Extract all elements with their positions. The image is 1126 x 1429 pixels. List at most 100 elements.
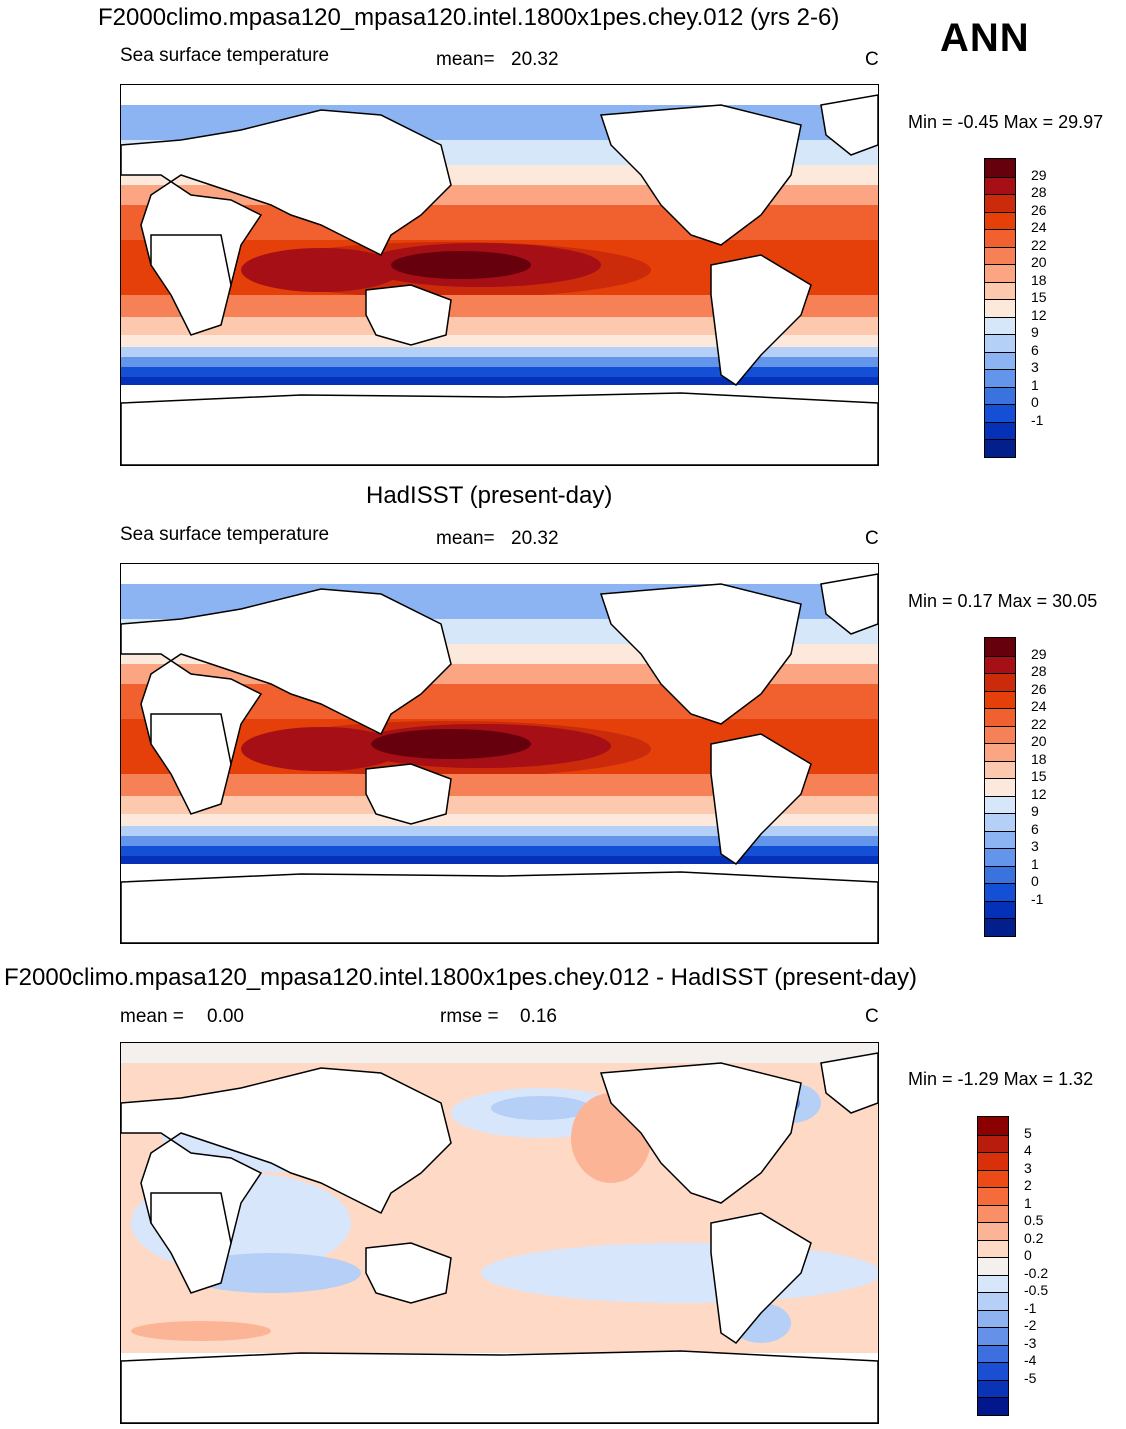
colorbar-segment <box>985 830 1015 849</box>
units-label: C <box>865 49 879 70</box>
difference-map <box>120 1042 879 1424</box>
colorbar-segment <box>978 1187 1008 1205</box>
sst-map <box>120 563 879 944</box>
variable-label: Sea surface temperature <box>120 524 330 545</box>
colorbar-segment <box>985 743 1015 761</box>
colorbar-tick-label: 6 <box>1031 820 1039 837</box>
panel-title: F2000climo.mpasa120_mpasa120.intel.1800x… <box>4 964 917 991</box>
colorbar-tick-label: 1 <box>1031 855 1039 872</box>
colorbar-segment <box>978 1204 1008 1223</box>
colorbar-tick-label: 20 <box>1031 733 1047 750</box>
max-label: Max = <box>997 591 1048 611</box>
colorbar-segment <box>985 848 1015 866</box>
colorbar-tick-label: 15 <box>1031 768 1047 785</box>
colorbar-segment <box>978 1379 1008 1398</box>
sst-map <box>120 84 879 466</box>
colorbar-tick-label: 28 <box>1031 663 1047 680</box>
colorbar-tick-label: 3 <box>1031 838 1039 855</box>
colorbar-segment <box>985 421 1015 440</box>
colorbar-segment <box>978 1169 1008 1188</box>
colorbar-tick-label: 28 <box>1031 184 1047 201</box>
colorbar-tick-label: 0.2 <box>1024 1229 1044 1246</box>
colorbar-segment <box>985 918 1015 936</box>
colorbar-segment <box>985 439 1015 457</box>
colorbar-tick-label: 2 <box>1024 1177 1032 1194</box>
colorbar-segment <box>985 194 1015 212</box>
colorbar <box>984 637 1016 937</box>
colorbar-segment <box>985 229 1015 247</box>
colorbar-segment <box>985 865 1015 884</box>
mean-label: mean= <box>436 49 495 70</box>
colorbar-segment <box>985 760 1015 779</box>
colorbar-tick-label: 24 <box>1031 698 1047 715</box>
colorbar-tick-label: 26 <box>1031 201 1047 218</box>
colorbar-tick-label: 4 <box>1024 1142 1032 1159</box>
colorbar-segment <box>985 778 1015 796</box>
colorbar-tick-label: 9 <box>1031 324 1039 341</box>
colorbar-tick-label: -1 <box>1031 411 1044 428</box>
colorbar-segment <box>985 708 1015 726</box>
minmax-readout: Min = 0.17 Max = 30.05 <box>908 591 1097 612</box>
colorbar-tick-label: -0.5 <box>1024 1282 1049 1299</box>
colorbar-tick-label: 1 <box>1031 376 1039 393</box>
colorbar-tick-label: 26 <box>1031 680 1047 697</box>
max-value: 30.05 <box>1052 591 1098 611</box>
colorbar-tick-label: 15 <box>1031 289 1047 306</box>
rmse-label: rmse = <box>440 1006 499 1027</box>
colorbar-tick-label: -0.2 <box>1024 1264 1049 1281</box>
min-label: Min = <box>908 1069 953 1089</box>
colorbar-tick-label: 29 <box>1031 645 1047 662</box>
colorbar-segment <box>985 638 1015 656</box>
colorbar-segment <box>978 1397 1008 1415</box>
minmax-readout: Min = -1.29 Max = 1.32 <box>908 1069 1093 1090</box>
colorbar <box>984 158 1016 458</box>
colorbar-segment <box>978 1134 1008 1153</box>
colorbar-tick-label: 22 <box>1031 236 1047 253</box>
colorbar-tick-label: -3 <box>1024 1334 1037 1351</box>
colorbar-tick-label: 22 <box>1031 715 1047 732</box>
colorbar-tick-label: -1 <box>1024 1299 1037 1316</box>
colorbar-segment <box>978 1362 1008 1380</box>
colorbar-segment <box>985 386 1015 405</box>
min-value: -1.29 <box>957 1069 999 1089</box>
colorbar-tick-label: -5 <box>1024 1369 1037 1386</box>
colorbar-tick-label: 20 <box>1031 254 1047 271</box>
mean-value: 20.32 <box>511 528 559 549</box>
colorbar-tick-label: -1 <box>1031 890 1044 907</box>
colorbar-segment <box>985 813 1015 831</box>
colorbar-segment <box>978 1344 1008 1363</box>
colorbar-segment <box>978 1117 1008 1135</box>
colorbar-tick-label: 12 <box>1031 306 1047 323</box>
variable-label: Sea surface temperature <box>120 45 330 66</box>
max-label: Max = <box>1003 112 1054 132</box>
rmse-value: 0.16 <box>520 1006 557 1027</box>
colorbar-segment <box>978 1274 1008 1293</box>
colorbar-segment <box>978 1309 1008 1328</box>
colorbar-segment <box>978 1257 1008 1275</box>
colorbar-segment <box>985 795 1015 814</box>
colorbar-segment <box>985 655 1015 674</box>
colorbar-segment <box>978 1152 1008 1170</box>
colorbar-segment <box>978 1239 1008 1258</box>
colorbar-segment <box>985 369 1015 387</box>
colorbar-tick-label: 12 <box>1031 785 1047 802</box>
colorbar-segment <box>985 264 1015 282</box>
colorbar-tick-label: 9 <box>1031 803 1039 820</box>
mean-value: 20.32 <box>511 49 559 70</box>
units-label: C <box>865 528 879 549</box>
colorbar-segment <box>985 351 1015 370</box>
mean-label: mean= <box>436 528 495 549</box>
colorbar-tick-label: 29 <box>1031 166 1047 183</box>
colorbar-tick-label: 0 <box>1031 873 1039 890</box>
colorbar-tick-label: 6 <box>1031 341 1039 358</box>
colorbar-segment <box>985 334 1015 352</box>
colorbar-segment <box>985 690 1015 709</box>
panel-title: HadISST (present-day) <box>366 482 613 509</box>
colorbar-tick-label: 0 <box>1024 1247 1032 1264</box>
mean-label: mean = <box>120 1006 184 1027</box>
max-label: Max = <box>1003 1069 1054 1089</box>
min-value: -0.45 <box>957 112 999 132</box>
colorbar-tick-label: 18 <box>1031 750 1047 767</box>
colorbar-segment <box>978 1292 1008 1310</box>
colorbar-segment <box>985 316 1015 335</box>
